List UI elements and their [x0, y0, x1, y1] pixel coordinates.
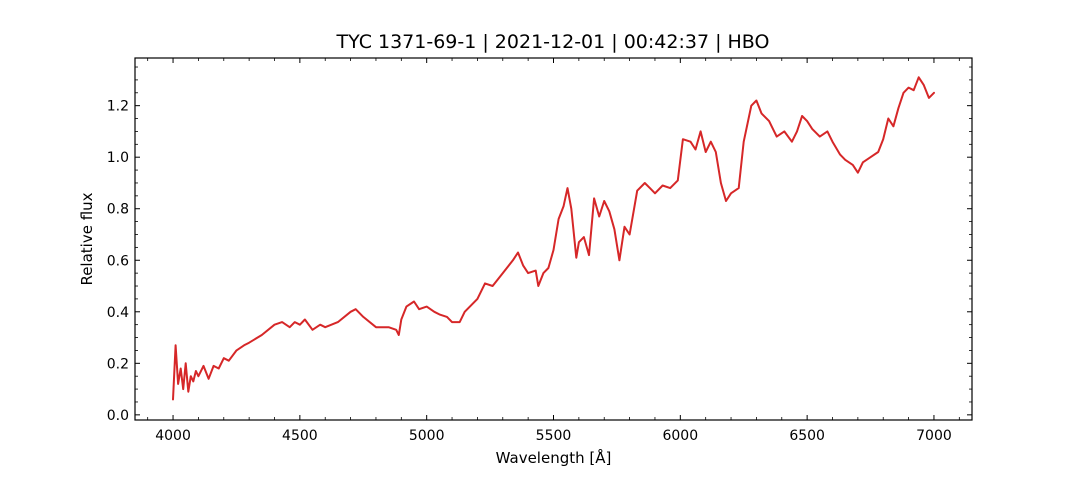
series-line-flux: [172, 76, 935, 401]
y-tick-label: 0.2: [107, 356, 129, 372]
y-axis-label: Relative flux: [78, 192, 96, 285]
x-tick-label: 4500: [282, 428, 318, 444]
y-tick-label: 0.0: [107, 408, 129, 424]
axis-ticks: 4000 4500 5000 5500 6000 6500 7000 0.0 0.2 0.4 0.6…: [107, 58, 972, 444]
y-tick-label: 1.2: [107, 99, 129, 115]
chart-title: TYC 1371-69-1 | 2021-12-01 | 00:42:37 | …: [336, 31, 770, 53]
x-tick-label: 5000: [409, 428, 445, 444]
x-tick-label: 7000: [916, 428, 952, 444]
y-tick-label: 0.8: [107, 202, 129, 218]
x-tick-label: 6500: [789, 428, 825, 444]
y-tick-label: 0.6: [107, 253, 129, 269]
x-tick-label: 6000: [662, 428, 698, 444]
plot-frame: [134, 57, 973, 421]
y-tick-label: 1.0: [107, 150, 129, 166]
x-axis-label: Wavelength [Å]: [496, 448, 612, 467]
x-tick-label: 5500: [536, 428, 572, 444]
x-tick-label: 4000: [155, 428, 191, 444]
y-tick-label: 0.4: [107, 305, 129, 321]
series-group: [172, 76, 935, 401]
